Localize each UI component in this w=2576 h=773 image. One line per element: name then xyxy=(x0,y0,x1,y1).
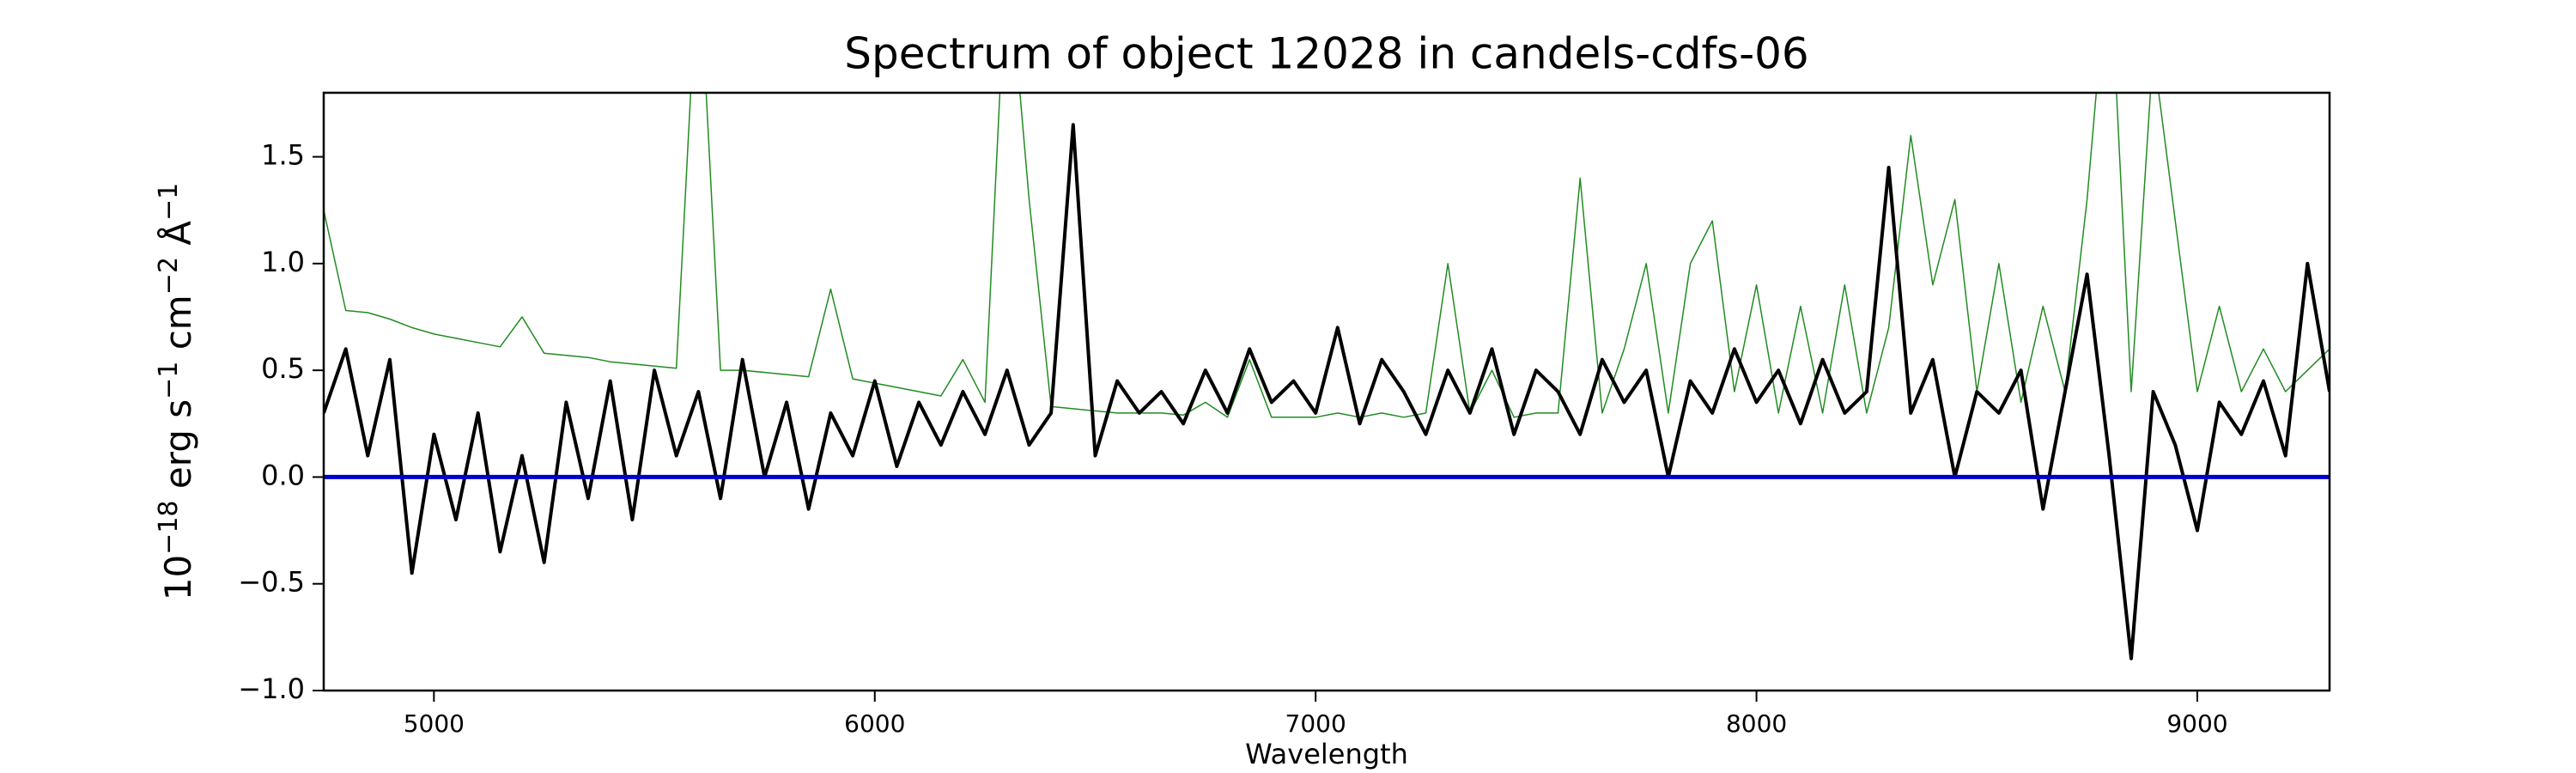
plot-lines xyxy=(324,93,2330,660)
y-tick-label: 0.5 xyxy=(261,352,305,385)
y-label-exponent: −2 xyxy=(154,257,184,295)
x-tick-label: 9000 xyxy=(2166,709,2227,738)
y-label-exponent: −1 xyxy=(154,183,184,221)
x-tick-label: 6000 xyxy=(844,709,905,738)
y-axis-label: 10−18 erg s−1 cm−2 Å−1 xyxy=(154,183,199,601)
y-label-exponent: −1 xyxy=(154,362,184,399)
x-tick-label: 8000 xyxy=(1726,709,1787,738)
spectrum-line xyxy=(324,93,2330,418)
x-axis-label: Wavelength xyxy=(1245,738,1408,770)
y-tick-label: −1.0 xyxy=(238,673,305,705)
y-label-part: 10 xyxy=(157,555,199,600)
y-tick-label: 1.5 xyxy=(261,139,305,172)
y-label-part: erg s xyxy=(157,399,199,501)
x-tick-label: 5000 xyxy=(404,709,465,738)
y-label-part: Å xyxy=(156,221,199,257)
x-tick-label: 7000 xyxy=(1285,709,1346,738)
y-tick-label: 1.0 xyxy=(261,246,305,278)
y-label-exponent: −18 xyxy=(154,501,184,555)
spectrum-line xyxy=(324,123,2330,660)
y-tick-label: −0.5 xyxy=(238,566,305,599)
plot-frame xyxy=(322,91,2331,692)
chart-title: Spectrum of object 12028 in candels-cdfs… xyxy=(844,29,1809,79)
y-label-part: cm xyxy=(157,295,199,361)
y-tick-label: 0.0 xyxy=(261,459,305,491)
